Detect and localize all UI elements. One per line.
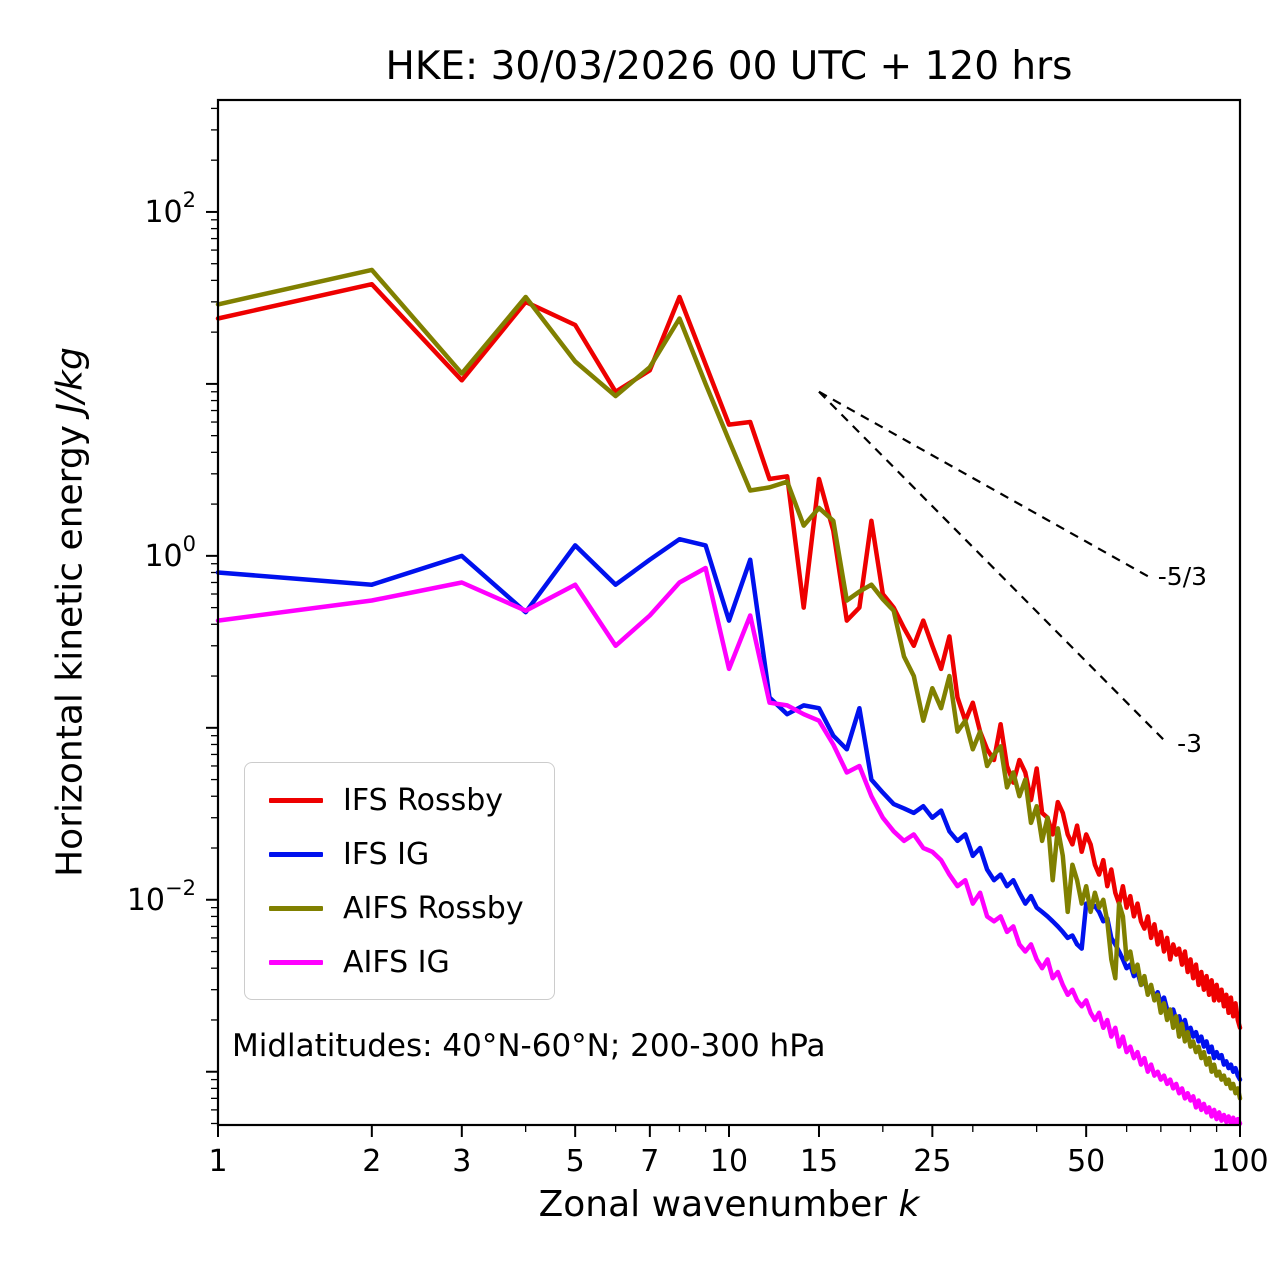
y-tick-label: 100 — [144, 532, 196, 574]
legend-label: AIFS IG — [343, 944, 450, 980]
y-tick-label: 102 — [144, 188, 196, 230]
region-annotation: Midlatitudes: 40°N-60°N; 200-300 hPa — [232, 1028, 826, 1064]
x-tick-label: 7 — [640, 1144, 659, 1179]
slope-label: -3 — [1177, 729, 1202, 758]
x-axis-label-symbol: k — [898, 1184, 920, 1225]
x-tick-label: 100 — [1211, 1144, 1268, 1179]
series-line-aifs-rossby — [215, 267, 1243, 1101]
legend-item-ifs-rossby: IFS Rossby — [269, 779, 524, 821]
legend-swatch — [269, 851, 323, 857]
x-tick-label: 50 — [1067, 1144, 1105, 1179]
series-line-ifs-rossby — [215, 281, 1243, 1031]
legend-item-aifs-rossby: AIFS Rossby — [269, 887, 524, 929]
legend-label: IFS Rossby — [343, 782, 504, 818]
series-line-aifs-ig — [215, 565, 1243, 1126]
legend-label: IFS IG — [343, 836, 430, 872]
y-axis-label: Horizontal kinetic energy J/kg — [50, 347, 91, 877]
x-axis-label: Zonal wavenumber k — [218, 1184, 1240, 1225]
x-tick-label: 25 — [913, 1144, 951, 1179]
chart-title: HKE: 30/03/2026 00 UTC + 120 hrs — [385, 44, 1073, 89]
legend: IFS Rossby IFS IG AIFS Rossby AIFS IG — [244, 762, 555, 1000]
legend-swatch — [269, 959, 323, 965]
legend-swatch — [269, 905, 323, 911]
x-tick-label: 2 — [362, 1144, 381, 1179]
y-tick-label: 10−2 — [127, 876, 196, 918]
legend-item-aifs-ig: AIFS IG — [269, 941, 524, 983]
plot-frame — [216, 98, 1242, 1127]
legend-item-ifs-ig: IFS IG — [269, 833, 524, 875]
legend-swatch — [269, 797, 323, 803]
x-tick-label: 15 — [800, 1144, 838, 1179]
slope-ref-line — [818, 390, 1168, 744]
x-axis-label-text: Zonal wavenumber — [538, 1184, 899, 1225]
slope-label: -5/3 — [1158, 562, 1207, 591]
x-tick-label: 3 — [452, 1144, 471, 1179]
x-tick-label: 10 — [710, 1144, 748, 1179]
x-tick-label: 1 — [208, 1144, 227, 1179]
x-tick-label: 5 — [566, 1144, 585, 1179]
legend-label: AIFS Rossby — [343, 890, 524, 926]
y-axis-label-units: J/kg — [49, 347, 91, 414]
y-axis-label-text: Horizontal kinetic energy — [49, 413, 91, 877]
